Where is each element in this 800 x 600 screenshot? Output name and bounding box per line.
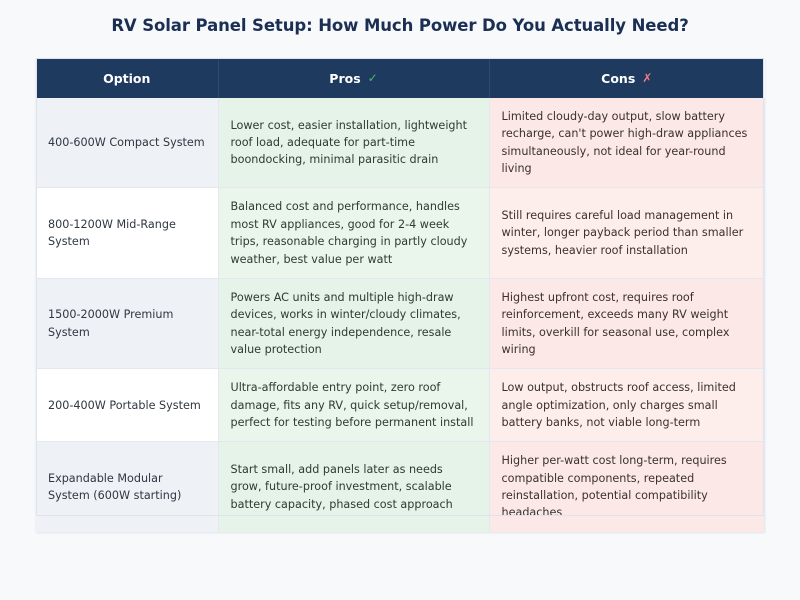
column-header-pros-label: Pros [329,70,361,86]
table-row: 1500-2000W Premium System Powers AC unit… [36,278,765,370]
cell-option: 1500-2000W Premium System [36,278,219,370]
cell-option: 200-400W Portable System [36,368,219,443]
column-header-option-label: Option [103,70,151,86]
cell-pros: Start small, add panels later as needs g… [218,441,490,532]
cell-cons: Higher per-watt cost long-term, requires… [489,441,765,532]
cell-cons: Low output, obstructs roof access, limit… [489,368,765,443]
cell-option: Expandable Modular System (600W starting… [36,441,219,532]
table-header-row: Option Pros ✓ Cons ✗ [36,58,764,98]
cell-cons: Highest upfront cost, requires roof rein… [489,278,765,370]
table-row: 200-400W Portable System Ultra-affordabl… [36,368,765,443]
table-header: Option Pros ✓ Cons ✗ [36,58,764,98]
cell-cons: Limited cloudy-day output, slow battery … [489,98,765,189]
cell-cons: Still requires careful load management i… [489,187,765,279]
cell-pros: Lower cost, easier installation, lightwe… [218,98,490,189]
cell-pros: Balanced cost and performance, handles m… [218,187,490,279]
column-header-option: Option [36,58,219,98]
comparison-table: Option Pros ✓ Cons ✗ [36,58,765,532]
column-header-pros: Pros ✓ [218,58,490,98]
table-row: 800-1200W Mid-Range System Balanced cost… [36,187,765,279]
table-row: 400-600W Compact System Lower cost, easi… [36,98,765,189]
column-header-cons: Cons ✗ [489,58,764,98]
cross-mark-icon: ✗ [642,71,653,85]
check-mark-icon: ✓ [367,71,378,85]
comparison-table-container: Option Pros ✓ Cons ✗ [36,58,765,532]
page-title: RV Solar Panel Setup: How Much Power Do … [111,16,689,35]
cell-pros: Ultra-affordable entry point, zero roof … [218,368,490,443]
table-row: Expandable Modular System (600W starting… [36,441,765,532]
cell-pros: Powers AC units and multiple high-draw d… [218,278,490,370]
table-body: 400-600W Compact System Lower cost, easi… [36,98,765,532]
column-header-cons-label: Cons [601,70,636,86]
cell-option: 400-600W Compact System [36,98,219,189]
cell-option: 800-1200W Mid-Range System [36,187,219,279]
